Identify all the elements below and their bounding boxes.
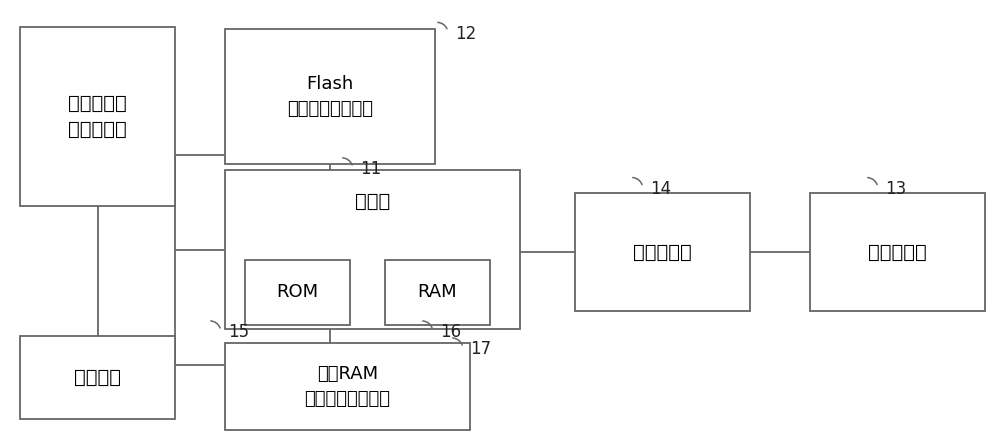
Text: 13: 13 — [885, 180, 906, 198]
Text: 15: 15 — [228, 323, 249, 341]
Text: 12: 12 — [455, 25, 476, 43]
Bar — [810, 193, 985, 311]
Text: 17: 17 — [470, 340, 491, 358]
Text: 外部RAM
（用于程序运行）: 外部RAM （用于程序运行） — [305, 365, 391, 408]
Text: ROM: ROM — [276, 283, 319, 302]
Text: 存储器接口: 存储器接口 — [633, 242, 692, 262]
Text: RAM: RAM — [418, 283, 457, 302]
Text: 外部存储器: 外部存储器 — [868, 242, 927, 262]
Bar — [225, 170, 520, 329]
Bar — [20, 336, 175, 419]
Text: Flash
（用于程序存储）: Flash （用于程序存储） — [287, 75, 373, 118]
Text: 处理器: 处理器 — [355, 192, 390, 211]
Text: 14: 14 — [650, 180, 671, 198]
Bar — [225, 29, 435, 164]
Bar — [385, 260, 490, 325]
Bar — [575, 193, 750, 311]
Bar — [20, 27, 175, 206]
Text: 其它所需要
的功能模块: 其它所需要 的功能模块 — [68, 94, 127, 139]
Bar — [245, 260, 350, 325]
Text: 电源模块: 电源模块 — [74, 368, 121, 387]
Bar — [225, 343, 470, 430]
Text: 11: 11 — [360, 160, 381, 178]
Text: 16: 16 — [440, 323, 461, 341]
